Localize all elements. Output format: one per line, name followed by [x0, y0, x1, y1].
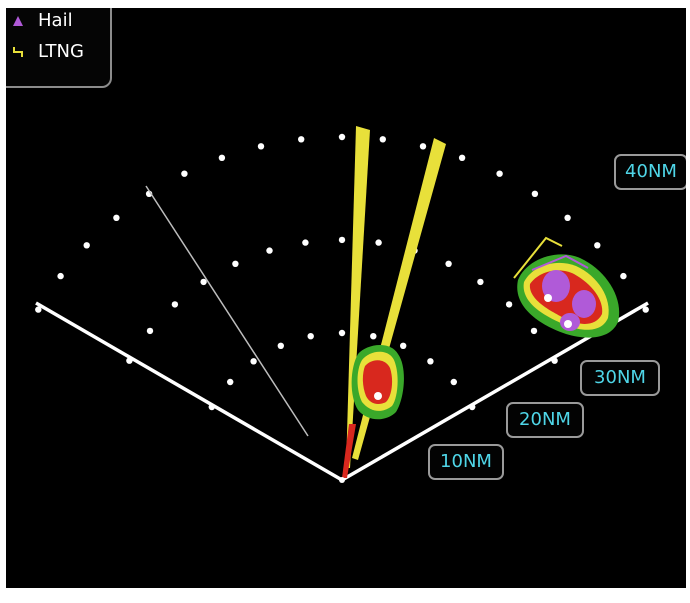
- azimuth-reference-line: [145, 185, 309, 437]
- range-dot: [250, 358, 257, 365]
- range-dot: [232, 260, 239, 267]
- range-dot: [419, 143, 427, 150]
- range-dot: [146, 327, 154, 335]
- range-label-10nm: 10NM: [428, 444, 504, 480]
- legend-label-lightning: LTNG: [38, 41, 84, 62]
- range-dot: [505, 301, 513, 308]
- range-dot: [642, 306, 649, 313]
- range-dot: [370, 333, 377, 340]
- weather-cell-center: [342, 344, 404, 478]
- hail-triangle-icon: [13, 15, 23, 26]
- range-dot: [427, 358, 434, 365]
- range-dot: [458, 154, 466, 161]
- range-dot: [531, 190, 539, 197]
- weather-radar-display: Hail LTNG 10NM 20NM 30NM 40NM: [6, 8, 686, 588]
- radar-sector: [35, 126, 649, 483]
- range-label-40nm: 40NM: [614, 154, 686, 190]
- aircraft-origin-marker: [339, 477, 345, 483]
- range-dot: [181, 170, 188, 177]
- range-dot: [200, 278, 207, 286]
- range-dot: [530, 327, 538, 335]
- range-dot: [477, 278, 484, 286]
- range-ring-dots: [35, 133, 649, 411]
- scan-edge-left: [35, 301, 343, 482]
- range-dot: [298, 136, 305, 143]
- range-dot: [338, 133, 346, 141]
- range-dot: [338, 329, 346, 337]
- range-dot: [564, 214, 571, 221]
- range-dot: [83, 242, 90, 249]
- range-dot: [302, 239, 309, 246]
- range-dot: [35, 306, 42, 313]
- range-dot: [400, 342, 407, 349]
- range-dot: [379, 136, 386, 143]
- range-dot: [113, 214, 120, 221]
- range-dot: [266, 247, 273, 254]
- legend-item-lightning: LTNG: [12, 41, 84, 62]
- range-dot: [307, 333, 314, 340]
- range-dot: [171, 301, 179, 308]
- legend-item-hail: Hail: [12, 10, 73, 31]
- range-label-30nm: 30NM: [580, 360, 660, 396]
- range-label-20nm: 20NM: [506, 402, 584, 438]
- range-dot: [445, 260, 452, 267]
- range-dot: [450, 378, 457, 386]
- range-dot: [57, 272, 64, 280]
- range-dot: [620, 272, 627, 280]
- legend-label-hail: Hail: [38, 10, 73, 31]
- range-dot: [594, 242, 601, 249]
- range-dot: [375, 239, 382, 246]
- range-dot: [257, 143, 265, 150]
- range-dot: [277, 342, 284, 349]
- range-dot: [218, 154, 226, 161]
- weather-cell-right: [513, 236, 620, 338]
- range-dot: [496, 170, 503, 177]
- lightning-bracket-icon: [13, 46, 23, 57]
- weather-legend: Hail LTNG: [6, 8, 112, 88]
- range-dot: [338, 236, 346, 244]
- range-dot: [227, 378, 234, 386]
